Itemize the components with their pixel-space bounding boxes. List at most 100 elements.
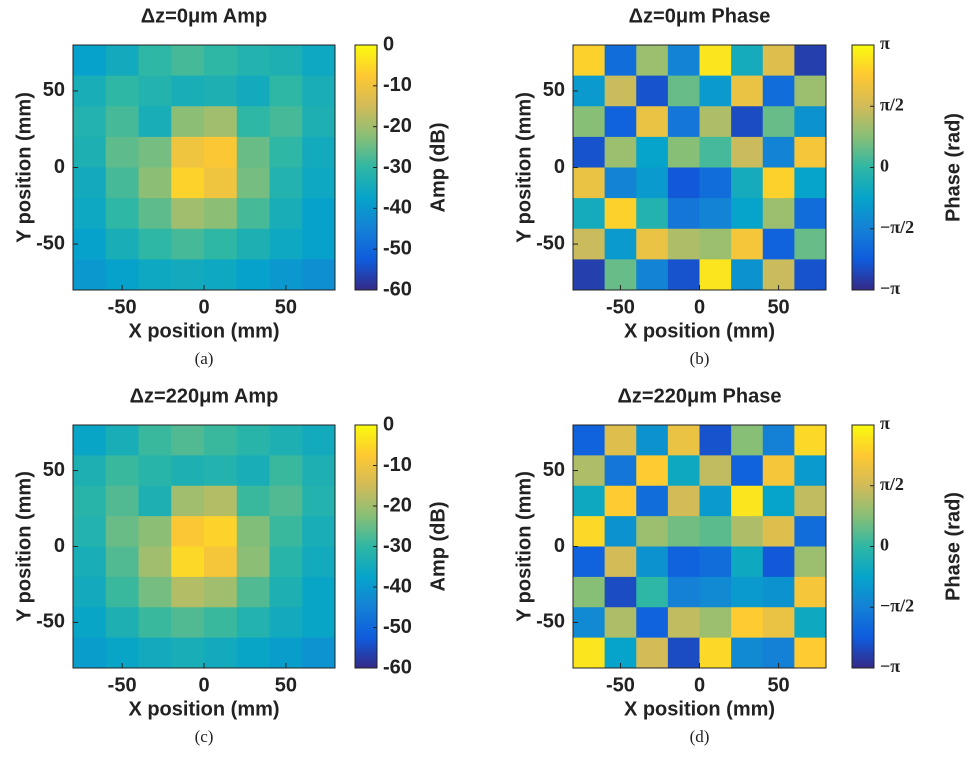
heatmap-cell bbox=[204, 167, 238, 199]
heatmap-cell bbox=[73, 637, 107, 669]
heatmap-cell bbox=[302, 516, 336, 547]
heatmap-cell bbox=[636, 516, 669, 547]
heatmap-cell bbox=[73, 546, 107, 578]
heatmap-cell bbox=[269, 106, 303, 138]
colorbar-tick-label: π/2 bbox=[880, 474, 904, 494]
heatmap-cell bbox=[699, 167, 732, 199]
heatmap-cell bbox=[302, 75, 336, 107]
colorbar-tick-label: -20 bbox=[383, 115, 412, 137]
heatmap-cell bbox=[171, 198, 205, 230]
heatmap-cell bbox=[762, 106, 795, 138]
heatmap-cell bbox=[573, 455, 606, 487]
y-tick-label: -50 bbox=[36, 232, 65, 254]
heatmap-cell bbox=[73, 607, 107, 639]
y-tick-label: 50 bbox=[543, 459, 565, 481]
heatmap-cell bbox=[105, 455, 139, 487]
colorbar-tick-label: π bbox=[880, 33, 890, 53]
heatmap-cell bbox=[302, 167, 336, 199]
heatmap-cell bbox=[236, 75, 270, 107]
heatmap-cell bbox=[731, 637, 764, 669]
heatmap-cell bbox=[762, 576, 795, 608]
heatmap-cell bbox=[138, 106, 172, 138]
heatmap-cell bbox=[269, 167, 303, 199]
heatmap-cell bbox=[667, 637, 700, 669]
y-axis-label: Y position (mm) bbox=[13, 471, 35, 622]
heatmap-cell bbox=[138, 516, 172, 547]
heatmap-cell bbox=[667, 607, 700, 639]
heatmap-cell bbox=[204, 259, 238, 291]
heatmap-cell bbox=[302, 576, 336, 608]
heatmap-cell bbox=[138, 546, 172, 578]
heatmap-cell bbox=[731, 198, 764, 230]
heatmap-cell bbox=[667, 75, 700, 107]
caption: (a) bbox=[195, 349, 214, 368]
heatmap-cell bbox=[105, 136, 139, 168]
heatmap-cell bbox=[138, 198, 172, 230]
heatmap-cell bbox=[105, 607, 139, 639]
heatmap-cell bbox=[171, 455, 205, 487]
heatmap-cell bbox=[794, 259, 827, 291]
heatmap-cell bbox=[604, 167, 637, 199]
heatmap-cell bbox=[171, 546, 205, 578]
colorbar-tick-label: -60 bbox=[383, 278, 412, 300]
colorbar-tick-label: −π/2 bbox=[880, 217, 914, 237]
heatmap-cell bbox=[204, 228, 238, 260]
heatmap-cell bbox=[699, 516, 732, 547]
heatmap-cell bbox=[573, 485, 606, 517]
heatmap-cell bbox=[762, 546, 795, 578]
heatmap-cell bbox=[573, 607, 606, 639]
heatmap-cell bbox=[269, 455, 303, 487]
x-tick-label: 0 bbox=[198, 674, 209, 696]
heatmap-cell bbox=[236, 607, 270, 639]
heatmap-cell bbox=[171, 516, 205, 547]
heatmap-cell bbox=[699, 576, 732, 608]
heatmap-cell bbox=[138, 45, 172, 77]
heatmap-cell bbox=[302, 455, 336, 487]
heatmap-cell bbox=[73, 259, 107, 291]
heatmap-cell bbox=[762, 425, 795, 456]
heatmap-cell bbox=[236, 136, 270, 168]
y-tick-label: 0 bbox=[54, 535, 65, 557]
heatmap-cell bbox=[604, 198, 637, 230]
heatmap-cell bbox=[302, 228, 336, 260]
x-axis-label: X position (mm) bbox=[624, 320, 775, 342]
heatmap-cell bbox=[269, 516, 303, 547]
heatmap-cell bbox=[762, 516, 795, 547]
heatmap-cell bbox=[138, 485, 172, 517]
heatmap-cell bbox=[636, 546, 669, 578]
y-tick-label: 50 bbox=[43, 459, 65, 481]
chart-title: Δz=220μm Phase bbox=[618, 385, 782, 407]
heatmap-cell bbox=[204, 485, 238, 517]
heatmap-cell bbox=[667, 516, 700, 547]
heatmap-cell bbox=[667, 485, 700, 517]
y-axis-label: Y position (mm) bbox=[513, 92, 535, 243]
heatmap-cell bbox=[204, 75, 238, 107]
heatmap-cell bbox=[667, 136, 700, 168]
heatmap-cell bbox=[573, 136, 606, 168]
heatmap-cell bbox=[794, 607, 827, 639]
heatmap-cell bbox=[573, 228, 606, 260]
y-tick-label: 0 bbox=[554, 156, 565, 178]
heatmap-cell bbox=[699, 136, 732, 168]
heatmap-cell bbox=[171, 485, 205, 517]
heatmap-cell bbox=[171, 75, 205, 107]
heatmap-cell bbox=[138, 576, 172, 608]
heatmap-cell bbox=[573, 516, 606, 547]
heatmap-cell bbox=[302, 485, 336, 517]
heatmap-cell bbox=[573, 45, 606, 77]
heatmap-cell bbox=[302, 637, 336, 669]
heatmap-cell bbox=[138, 75, 172, 107]
heatmap-cell bbox=[699, 228, 732, 260]
chart-title: Δz=0μm Amp bbox=[141, 5, 267, 27]
heatmap-cell bbox=[105, 106, 139, 138]
heatmap-cell bbox=[573, 576, 606, 608]
heatmap-cell bbox=[302, 607, 336, 639]
heatmap-cell bbox=[667, 106, 700, 138]
heatmap-cell bbox=[269, 546, 303, 578]
heatmap-cell bbox=[73, 516, 107, 547]
heatmap-cell bbox=[636, 106, 669, 138]
heatmap-cell bbox=[171, 136, 205, 168]
x-tick-label: 0 bbox=[694, 674, 705, 696]
heatmap-cell bbox=[573, 198, 606, 230]
heatmap-cell bbox=[667, 546, 700, 578]
